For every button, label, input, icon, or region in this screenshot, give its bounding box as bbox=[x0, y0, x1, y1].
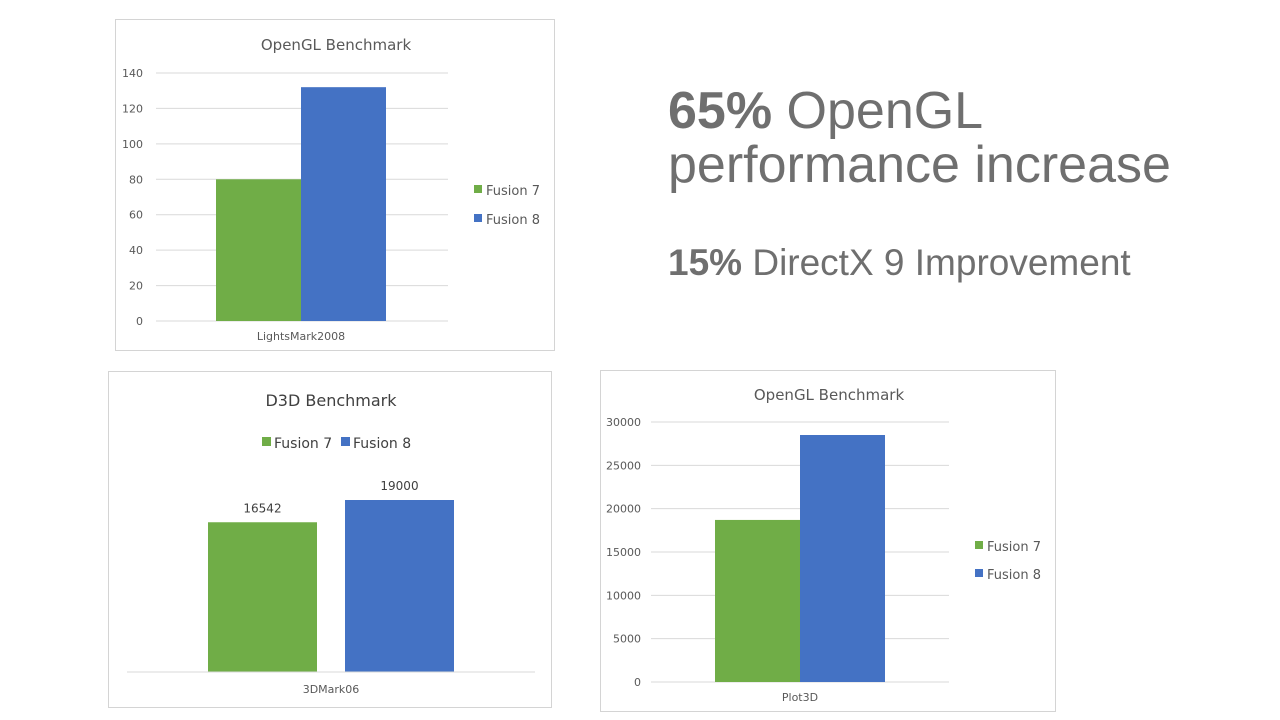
opengl-lightsmark-chart: OpenGL Benchmark 0 20 40 60 80 100 120 140 Ligh… bbox=[115, 19, 555, 351]
subline-text: DirectX 9 Improvement bbox=[742, 242, 1131, 283]
subline: 15% DirectX 9 Improvement bbox=[668, 242, 1268, 284]
headline-percent: 65% bbox=[668, 82, 773, 140]
d3d-3dmark-chart: D3D Benchmark Fusion 7 Fusion 8 16542 190… bbox=[108, 371, 552, 708]
y-tick-label: 60 bbox=[129, 209, 143, 222]
chart-svg: OpenGL Benchmark 0 5000 10000 15000 20000 250… bbox=[606, 386, 1041, 704]
opengl-plot3d-chart: OpenGL Benchmark 0 5000 10000 15000 20000 250… bbox=[600, 370, 1056, 712]
legend-swatch-fusion8 bbox=[975, 569, 983, 577]
y-tick-label: 25000 bbox=[606, 459, 641, 472]
chart-svg: D3D Benchmark Fusion 7 Fusion 8 16542 190… bbox=[127, 391, 535, 696]
chart-title: D3D Benchmark bbox=[265, 391, 397, 410]
legend-swatch-fusion7 bbox=[474, 185, 482, 193]
y-tick-label: 120 bbox=[122, 102, 143, 115]
legend-label-fusion7: Fusion 7 bbox=[274, 436, 332, 452]
legend-label-fusion8: Fusion 8 bbox=[486, 213, 540, 228]
y-tick-label: 5000 bbox=[613, 633, 641, 646]
y-tick-label: 80 bbox=[129, 173, 143, 186]
y-tick-label: 20000 bbox=[606, 503, 641, 516]
y-tick-label: 15000 bbox=[606, 546, 641, 559]
chart-title: OpenGL Benchmark bbox=[261, 36, 412, 54]
headline-text: OpenGL performance increase bbox=[668, 82, 1171, 194]
chart-svg: OpenGL Benchmark 0 20 40 60 80 100 120 140 Ligh… bbox=[122, 36, 540, 343]
headline: 65% OpenGL performance increase bbox=[668, 84, 1268, 192]
y-tick-label: 20 bbox=[129, 280, 143, 293]
subline-percent: 15% bbox=[668, 242, 743, 283]
y-tick-label: 0 bbox=[634, 676, 641, 689]
y-tick-label: 30000 bbox=[606, 416, 641, 429]
legend-label-fusion7: Fusion 7 bbox=[486, 184, 540, 199]
data-label: 16542 bbox=[243, 501, 281, 515]
legend-swatch-fusion8 bbox=[341, 437, 350, 446]
legend-label-fusion7: Fusion 7 bbox=[987, 540, 1041, 555]
legend-swatch-fusion8 bbox=[474, 214, 482, 222]
legend-label-fusion8: Fusion 8 bbox=[987, 568, 1041, 583]
legend-swatch-fusion7 bbox=[975, 541, 983, 549]
y-tick-label: 140 bbox=[122, 67, 143, 80]
bar-fusion8 bbox=[301, 87, 386, 322]
chart-title: OpenGL Benchmark bbox=[754, 386, 905, 404]
y-tick-label: 40 bbox=[129, 244, 143, 257]
category-label: Plot3D bbox=[782, 691, 818, 704]
category-label: LightsMark2008 bbox=[257, 330, 345, 343]
y-tick-label: 0 bbox=[136, 315, 143, 328]
y-tick-label: 10000 bbox=[606, 589, 641, 602]
bar-fusion8 bbox=[800, 435, 885, 682]
category-label: 3DMark06 bbox=[303, 683, 360, 696]
bar-fusion7 bbox=[715, 519, 800, 682]
data-label: 19000 bbox=[380, 479, 418, 493]
bar-fusion7 bbox=[216, 179, 301, 321]
bar-fusion8 bbox=[345, 500, 454, 672]
bar-fusion7 bbox=[208, 522, 317, 672]
y-tick-label: 100 bbox=[122, 138, 143, 151]
legend-label-fusion8: Fusion 8 bbox=[353, 436, 411, 452]
legend-swatch-fusion7 bbox=[262, 437, 271, 446]
